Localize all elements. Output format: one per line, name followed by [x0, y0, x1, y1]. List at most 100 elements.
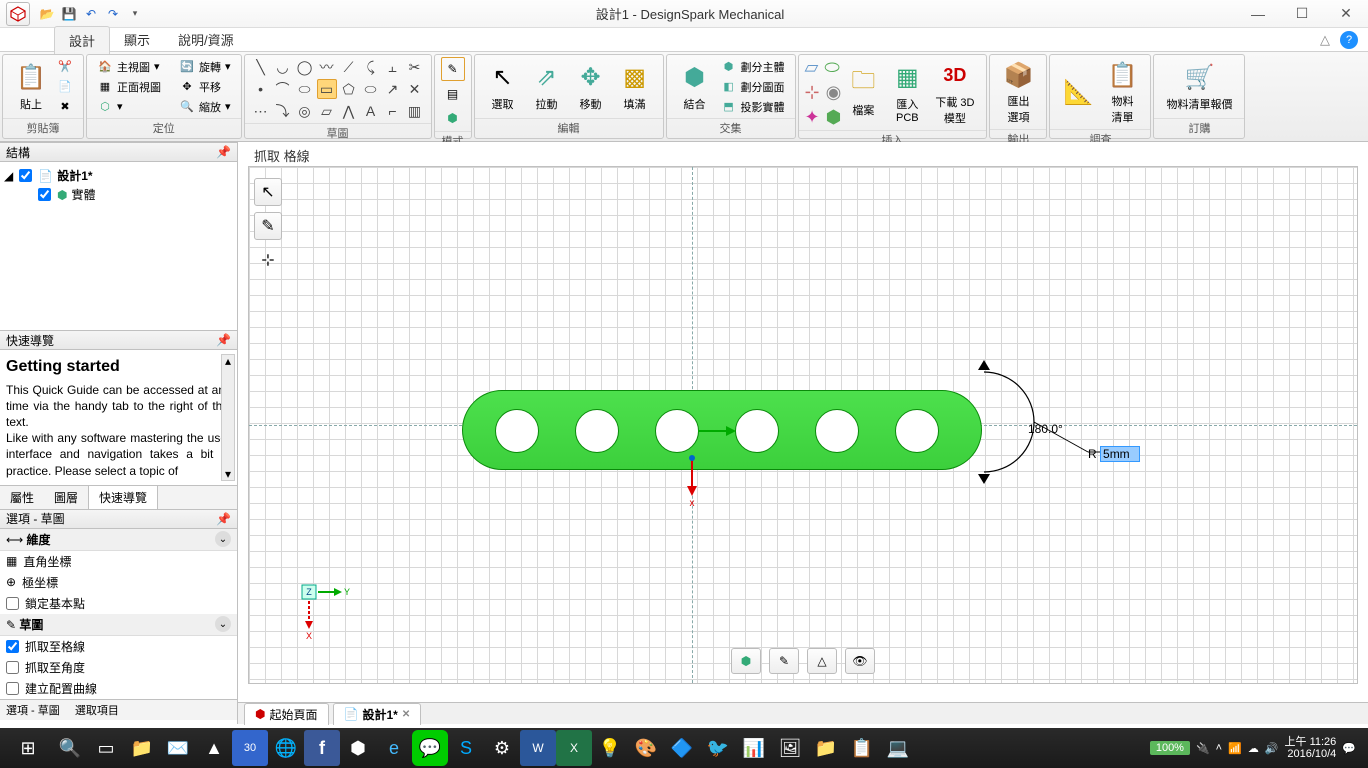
- app5-icon[interactable]: 📊: [736, 730, 772, 766]
- ring-tool[interactable]: ◎: [295, 101, 315, 121]
- fillet-tool[interactable]: ⌐: [383, 101, 403, 121]
- snap-grid-option[interactable]: 抓取至格線: [0, 636, 237, 657]
- delete-button[interactable]: ✖: [53, 98, 77, 116]
- polar-option[interactable]: ⊕極坐標: [0, 572, 237, 593]
- tab-quickguide[interactable]: 快速導覽: [88, 485, 158, 509]
- facebook-icon[interactable]: f: [304, 730, 340, 766]
- select-button[interactable]: ↖選取: [481, 60, 525, 114]
- point-insert-icon[interactable]: ✦: [805, 107, 820, 128]
- app8-icon[interactable]: 📋: [844, 730, 880, 766]
- trim-tool[interactable]: ✂: [405, 57, 425, 77]
- view-visual-icon[interactable]: 👁: [845, 648, 875, 674]
- 3pt-rect-tool[interactable]: ▱: [317, 101, 337, 121]
- power-icon[interactable]: 🔌: [1196, 742, 1210, 755]
- save-icon[interactable]: 💾: [60, 5, 78, 23]
- 3d-mode-button[interactable]: ⬢: [441, 107, 465, 129]
- lock-base-option[interactable]: 鎖定基本點: [0, 593, 237, 614]
- circle-tool[interactable]: ◯: [295, 57, 315, 77]
- network-icon[interactable]: 📶: [1228, 742, 1242, 755]
- ellipse-tool[interactable]: ⬭: [295, 79, 315, 99]
- close-tab-icon[interactable]: ✕: [402, 709, 410, 720]
- polyline-tool[interactable]: ⋀: [339, 101, 359, 121]
- split-tool[interactable]: ✕: [405, 79, 425, 99]
- create-layout-option[interactable]: 建立配置曲線: [0, 678, 237, 699]
- bom-button[interactable]: 📋物料 清單: [1100, 57, 1144, 127]
- tree-child[interactable]: ⬢ 實體: [4, 185, 233, 204]
- search-button[interactable]: 🔍: [52, 730, 88, 766]
- measure-button[interactable]: 📐: [1056, 74, 1100, 110]
- help-icon[interactable]: ?: [1340, 31, 1358, 49]
- split-face-button[interactable]: ◧劃分圖面: [717, 78, 789, 96]
- tangent-line-tool[interactable]: ⟋: [339, 57, 359, 77]
- view-cube-button[interactable]: ⬡ ▾: [93, 98, 165, 116]
- construction-tool[interactable]: ⋯: [251, 101, 271, 121]
- canvas[interactable]: 抓取 格線 ↖ ✎ ⊹ 180.0° R: [238, 142, 1368, 724]
- polygon-tool[interactable]: ⬠: [339, 79, 359, 99]
- paste-button[interactable]: 📋 貼上: [9, 60, 53, 114]
- sketch-tool-icon[interactable]: ✎: [254, 212, 282, 240]
- sketch-section[interactable]: ✎ 草圖 ⌄: [0, 614, 237, 636]
- zoom-indicator[interactable]: 100%: [1150, 741, 1190, 755]
- import-pcb-button[interactable]: ▦匯入 PCB: [885, 60, 929, 126]
- fill-button[interactable]: ▩填滿: [613, 60, 657, 114]
- select-tool-icon[interactable]: ↖: [254, 178, 282, 206]
- redo-icon[interactable]: ↷: [104, 5, 122, 23]
- drive-icon[interactable]: ▲: [196, 730, 232, 766]
- insert-part-icon[interactable]: ⬢: [826, 107, 842, 128]
- dim-section[interactable]: ⟷ 維度 ⌄: [0, 529, 237, 551]
- child-visibility[interactable]: [38, 188, 51, 201]
- origin-icon[interactable]: ◉: [826, 82, 842, 103]
- view-solid-icon[interactable]: ⬢: [731, 648, 761, 674]
- pin-icon[interactable]: 📌: [216, 333, 231, 347]
- line-tool[interactable]: ╲: [251, 57, 271, 77]
- clock[interactable]: 上午 11:26 2016/10/4: [1285, 736, 1337, 760]
- doc-tab-start[interactable]: ⬢ 起始頁面: [244, 703, 329, 725]
- minimize-button[interactable]: —: [1236, 0, 1280, 28]
- spin-button[interactable]: 🔄旋轉 ▾: [175, 58, 235, 76]
- skype-icon[interactable]: S: [448, 730, 484, 766]
- maximize-button[interactable]: ☐: [1280, 0, 1324, 28]
- radius-input[interactable]: [1100, 446, 1140, 462]
- scrollbar[interactable]: ▴ ▾: [221, 354, 235, 481]
- cartesian-option[interactable]: ▦直角坐標: [0, 551, 237, 572]
- view-angle-icon[interactable]: △: [807, 648, 837, 674]
- app-icon[interactable]: ⚙: [484, 730, 520, 766]
- pin-icon[interactable]: 📌: [216, 145, 231, 159]
- split-body-button[interactable]: ⬢劃分主體: [717, 58, 789, 76]
- axis-icon[interactable]: ⊹: [805, 82, 820, 103]
- close-button[interactable]: ✕: [1324, 0, 1368, 28]
- hole[interactable]: [575, 409, 619, 453]
- export-button[interactable]: 📦匯出 選項: [996, 57, 1040, 127]
- app4-icon[interactable]: 🐦: [700, 730, 736, 766]
- volume-icon[interactable]: 🔊: [1265, 742, 1279, 755]
- snap-angle-option[interactable]: 抓取至角度: [0, 657, 237, 678]
- paint-icon[interactable]: 🎨: [628, 730, 664, 766]
- undo-icon[interactable]: ↶: [82, 5, 100, 23]
- rectangle-tool[interactable]: ▭: [317, 79, 337, 99]
- tab-display[interactable]: 顯示: [110, 26, 164, 53]
- notifications-icon[interactable]: 💬: [1342, 742, 1356, 755]
- qat-dropdown-icon[interactable]: ▾: [126, 5, 144, 23]
- calendar-icon[interactable]: 30: [232, 730, 268, 766]
- view-sketch-icon[interactable]: ✎: [769, 648, 799, 674]
- app6-icon[interactable]: 🖼: [772, 730, 808, 766]
- ribbon-collapse-icon[interactable]: △: [1320, 32, 1330, 48]
- point-tool[interactable]: •: [251, 79, 271, 99]
- app9-icon[interactable]: 💻: [880, 730, 916, 766]
- app7-icon[interactable]: 📁: [808, 730, 844, 766]
- move-tool-icon[interactable]: ⊹: [254, 246, 282, 274]
- hole[interactable]: [895, 409, 939, 453]
- chrome-icon[interactable]: 🌐: [268, 730, 304, 766]
- quote-button[interactable]: 🛒物料清單報價: [1160, 60, 1238, 114]
- collapse-icon[interactable]: ◢: [4, 169, 13, 183]
- plan-view-button[interactable]: ▦正面視圖: [93, 78, 165, 96]
- mirror-tool[interactable]: ▥: [405, 101, 425, 121]
- root-visibility[interactable]: [19, 169, 32, 182]
- app2-icon[interactable]: 💡: [592, 730, 628, 766]
- hole[interactable]: [815, 409, 859, 453]
- spline-tool[interactable]: 〰: [317, 57, 337, 77]
- text-tool[interactable]: A: [361, 101, 381, 121]
- word-icon[interactable]: W: [520, 730, 556, 766]
- tree-root[interactable]: ◢ 📄 設計1*: [4, 166, 233, 185]
- move-button[interactable]: ✥移動: [569, 60, 613, 114]
